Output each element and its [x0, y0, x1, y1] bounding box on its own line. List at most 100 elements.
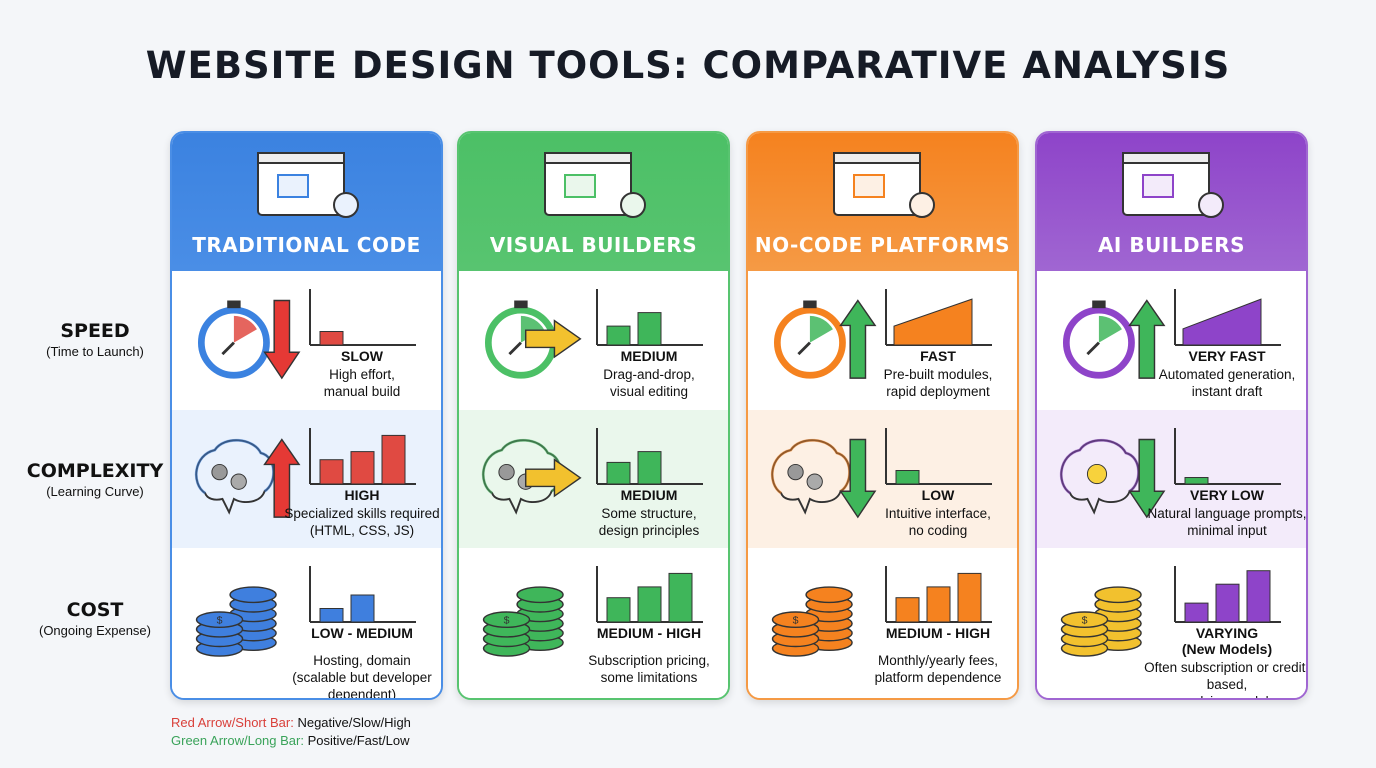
level-label: LOW — [921, 487, 955, 503]
description: Natural language prompts, minimal input — [1132, 505, 1307, 539]
column-title: VISUAL BUILDERS — [489, 233, 698, 257]
coins-dollar-icon: $ — [771, 586, 853, 657]
level-label: FAST — [920, 348, 956, 364]
brain-gears-down-arrow-icon — [770, 438, 877, 519]
column-header: VISUAL BUILDERS — [459, 133, 728, 271]
legend-key: Green Arrow/Long Bar: — [171, 733, 304, 748]
column-header: NO-CODE PLATFORMS — [748, 133, 1017, 271]
level-label: MEDIUM — [620, 487, 678, 503]
cell-speed: VERY FAST Automated generation, instant dr… — [1037, 271, 1306, 410]
column-visual-builders: VISUAL BUILDERS MEDIUM Drag-and-drop, visu… — [457, 131, 730, 700]
bar-mark — [637, 451, 662, 485]
description: Intuitive interface, no coding — [843, 505, 1017, 539]
mini-bar-chart — [309, 566, 416, 623]
description-line: Often subscription or credit-based, — [1144, 660, 1308, 692]
mini-bar-chart — [596, 289, 703, 346]
column-title: NO-CODE PLATFORMS — [754, 233, 1011, 257]
description-line: evolving models — [1132, 693, 1306, 698]
legend-key: Red Arrow/Short Bar: — [171, 715, 294, 730]
cell-cost: $ LOW - MEDIUM Hosting, domain (scalable b… — [172, 548, 441, 700]
level-label: LOW - MEDIUM — [311, 625, 413, 641]
cell-complexity: HIGH Specialized skills required (HTML, CS… — [172, 410, 441, 549]
row-label-sub: (Time to Launch) — [46, 344, 144, 359]
description-line: design principles — [598, 523, 700, 538]
description-line: Some structure, — [601, 506, 697, 521]
arrow-down — [1128, 438, 1166, 519]
row-label-speed: SPEED (Time to Launch) — [20, 320, 170, 359]
description: Some structure, design principles — [554, 505, 728, 539]
stopwatch-up-arrow-sparkle-icon — [1062, 299, 1166, 379]
mini-bar-chart — [885, 428, 992, 485]
column-title: AI BUILDERS — [1097, 233, 1246, 257]
cell-complexity: MEDIUM Some structure, design principles — [459, 410, 728, 549]
legend-value: Negative/Slow/High — [297, 715, 411, 730]
level-label: MEDIUM — [620, 348, 678, 364]
description: Often subscription or credit-based,evolv… — [1132, 659, 1308, 698]
page-title: WEBSITE DESIGN TOOLS: COMPARATIVE ANALYS… — [145, 44, 1231, 87]
level-sublabel: (New Models) — [1181, 641, 1273, 657]
cell-speed: MEDIUM Drag-and-drop, visual editing — [459, 271, 728, 410]
level-label: MEDIUM - HIGH — [885, 625, 991, 641]
arrow-up — [263, 438, 301, 518]
description: High effort, manual build — [267, 366, 441, 400]
column-no-code-platforms: NO-CODE PLATFORMS FAST Pre-built modules,… — [746, 131, 1019, 700]
arrow-right — [524, 319, 582, 359]
ramp-mark — [893, 298, 973, 346]
mini-bar-chart — [885, 566, 992, 623]
description-line: Automated generation, — [1158, 367, 1296, 382]
stopwatch-up-arrow-icon — [773, 299, 877, 379]
bar-mark — [319, 608, 344, 623]
row-label-sub: (Learning Curve) — [46, 484, 144, 499]
description-line: Specialized skills required — [284, 506, 440, 521]
cell-speed: SLOW High effort, manual build — [172, 271, 441, 410]
mini-bar-chart — [596, 566, 703, 623]
bar-mark — [668, 572, 693, 623]
description: Pre-built modules, rapid deployment — [843, 366, 1017, 400]
arrow-down — [263, 299, 301, 380]
description: Automated generation, instant draft — [1132, 366, 1306, 400]
level-label: VERY FAST — [1188, 348, 1266, 364]
svg-text:$: $ — [1082, 615, 1088, 627]
description-line: High effort, — [329, 367, 395, 382]
bar-mark — [606, 461, 631, 485]
mini-bar-chart — [596, 428, 703, 485]
bar-mark — [895, 470, 920, 485]
arrow-up — [1128, 299, 1166, 379]
bar-mark — [1246, 570, 1271, 623]
mini-bar-chart — [885, 289, 992, 346]
legend: Red Arrow/Short Bar: Negative/Slow/High … — [171, 714, 411, 750]
bar-mark — [350, 451, 375, 485]
column-title: TRADITIONAL CODE — [192, 233, 421, 257]
level-label: VARYING — [1195, 625, 1259, 641]
description-line: minimal input — [1187, 523, 1267, 538]
bar-mark — [319, 331, 344, 346]
bar-mark — [1215, 583, 1240, 623]
row-label-main: COST — [66, 599, 124, 621]
svg-text:$: $ — [504, 615, 510, 627]
level-label: SLOW — [341, 348, 383, 364]
description-line: Natural language prompts, — [1147, 506, 1307, 521]
description-line: visual editing — [609, 384, 689, 399]
description: Drag-and-drop, visual editing — [554, 366, 728, 400]
description-line: Hosting, domain — [313, 653, 411, 668]
stopwatch-down-arrow-icon — [197, 299, 301, 380]
row-label-complexity: COMPLEXITY (Learning Curve) — [20, 460, 170, 499]
column-ai-builders: AI BUILDERS VERY FAST Automated generatio… — [1035, 131, 1308, 700]
description: Hosting, domain (scalable but developer d… — [267, 652, 441, 700]
coins-dollar-icon: $ — [195, 586, 277, 657]
bar-mark — [1184, 477, 1209, 485]
mini-bar-chart — [1174, 428, 1281, 485]
brain-lightbulb-down-arrow-icon — [1059, 438, 1166, 519]
stopwatch-right-arrow-icon — [484, 300, 582, 379]
description-line: Intuitive interface, — [885, 506, 991, 521]
row-label-main: SPEED — [60, 320, 130, 342]
bar-mark — [957, 572, 982, 623]
bar-mark — [606, 325, 631, 346]
column-traditional-code: TRADITIONAL CODE SLOW High effort, manual … — [170, 131, 443, 700]
bar-mark — [606, 597, 631, 623]
bar-mark — [926, 586, 951, 623]
bar-mark — [895, 597, 920, 623]
description-line: platform dependence — [874, 670, 1002, 685]
description-line: (scalable but developer dependent) — [292, 670, 432, 700]
svg-text:$: $ — [793, 615, 799, 627]
